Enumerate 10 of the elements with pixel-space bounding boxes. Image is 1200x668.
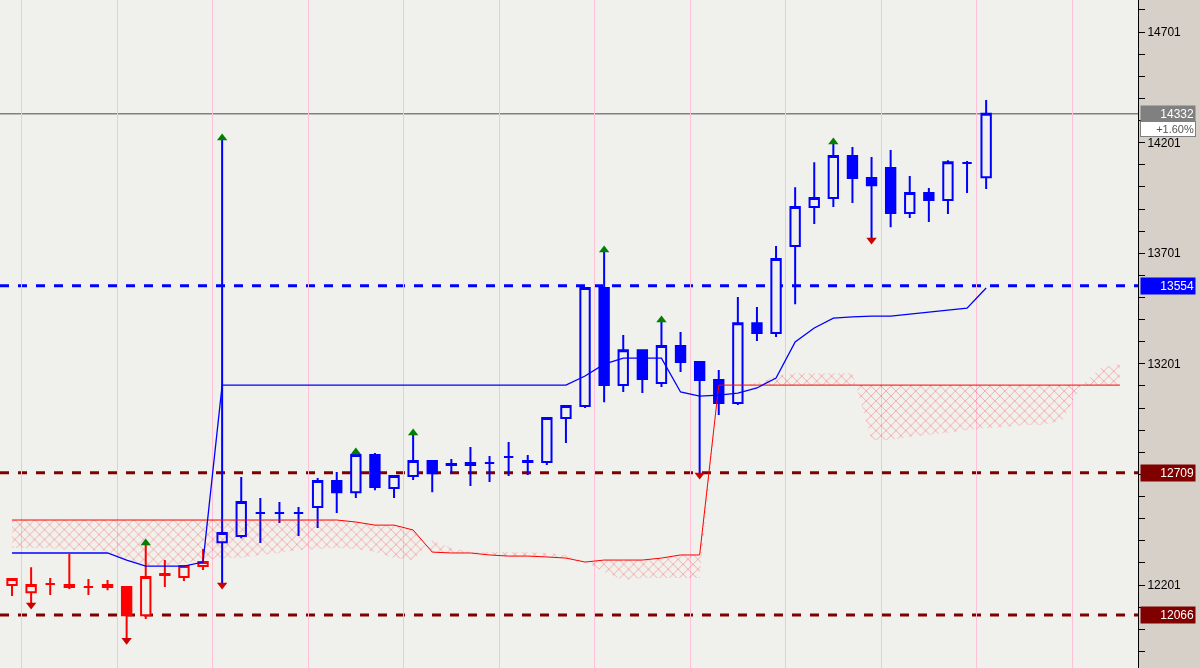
ref-line-label: 12709 <box>1160 466 1194 480</box>
y-tick-label: 13701 <box>1147 246 1182 261</box>
ref-line-label: 12066 <box>1160 608 1194 622</box>
text: +1.60% <box>1156 123 1194 135</box>
y-tick-label: 14701 <box>1147 25 1182 40</box>
y-tick-label: 12201 <box>1147 578 1182 593</box>
y-tick-label: 13201 <box>1147 357 1182 372</box>
ref-line-label: 14332 <box>1160 107 1194 121</box>
ref-line-label: 13554 <box>1160 279 1194 293</box>
y-tick-label: 14201 <box>1147 135 1182 150</box>
